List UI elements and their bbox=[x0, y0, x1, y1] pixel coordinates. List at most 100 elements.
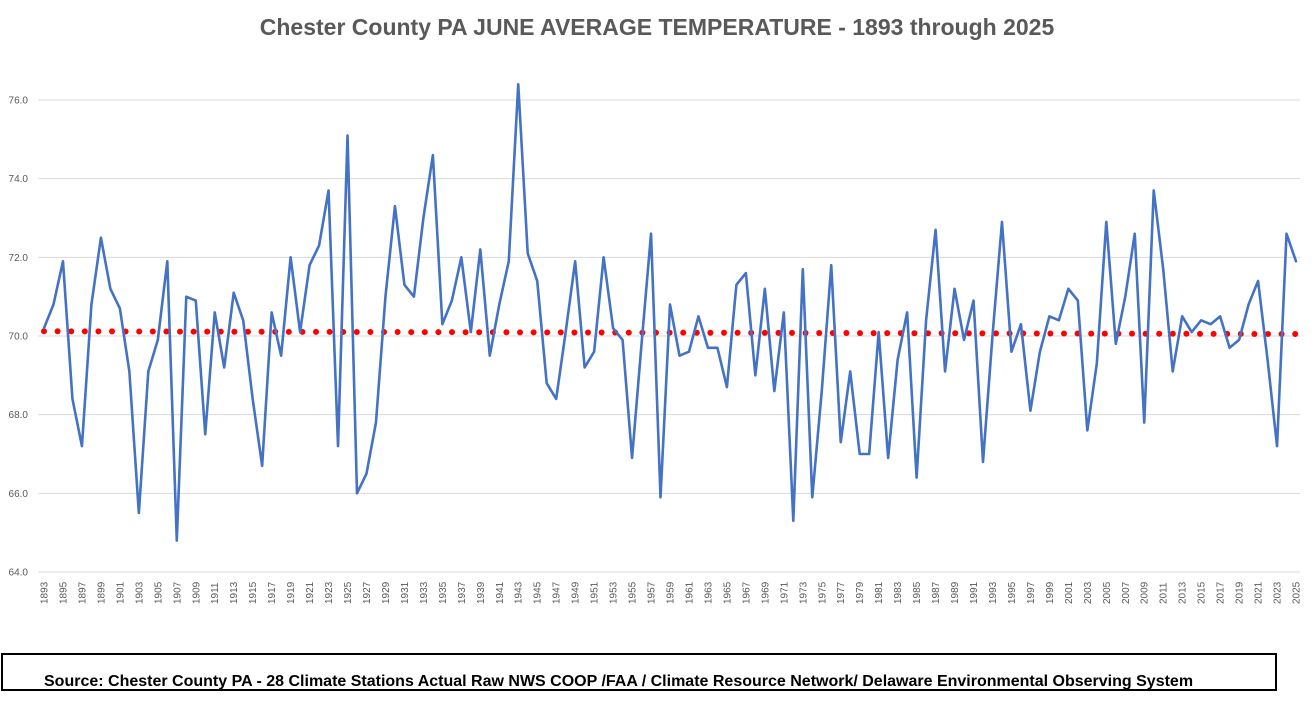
trend-dot bbox=[109, 328, 115, 335]
trend-dot bbox=[993, 330, 999, 337]
x-tick-label: 1929 bbox=[381, 581, 392, 604]
data-point bbox=[157, 339, 159, 341]
trend-dot bbox=[149, 328, 156, 335]
data-point bbox=[726, 386, 728, 388]
data-point bbox=[489, 354, 491, 356]
x-tick-label: 1911 bbox=[210, 582, 221, 604]
data-point bbox=[394, 205, 396, 207]
x-tick-label: 2007 bbox=[1121, 581, 1132, 604]
trend-dot bbox=[707, 329, 714, 336]
x-tick-label: 1897 bbox=[77, 581, 88, 604]
trend-dot bbox=[843, 330, 850, 337]
data-point bbox=[356, 492, 358, 494]
trend-dot bbox=[41, 328, 47, 335]
trend-dot bbox=[1047, 330, 1054, 337]
x-tick-label: 1919 bbox=[286, 581, 297, 604]
data-point bbox=[441, 323, 443, 325]
data-point bbox=[223, 366, 225, 368]
trend-dot bbox=[884, 330, 891, 337]
trend-dot bbox=[1088, 330, 1095, 337]
trend-dot bbox=[476, 329, 483, 336]
data-point bbox=[593, 351, 595, 353]
data-point bbox=[1029, 410, 1031, 412]
x-tick-label: 1973 bbox=[798, 581, 809, 604]
data-point bbox=[764, 288, 766, 290]
data-point bbox=[214, 311, 216, 313]
data-point bbox=[119, 307, 121, 309]
data-point bbox=[185, 295, 187, 297]
data-point bbox=[498, 303, 500, 305]
x-tick-label: 1903 bbox=[134, 581, 145, 604]
data-point bbox=[849, 370, 851, 372]
x-tick-label: 1909 bbox=[191, 581, 202, 604]
trend-dot bbox=[598, 329, 605, 336]
trend-dot bbox=[1156, 330, 1163, 337]
x-tick-label: 1943 bbox=[514, 581, 525, 604]
trend-dot bbox=[1265, 330, 1271, 337]
data-point bbox=[1115, 343, 1117, 345]
data-point bbox=[745, 272, 747, 274]
data-point bbox=[1209, 323, 1211, 325]
data-point bbox=[470, 331, 472, 333]
data-point bbox=[422, 217, 424, 219]
temperature-series-line bbox=[42, 82, 1298, 542]
trend-dot bbox=[734, 329, 741, 336]
data-point bbox=[1058, 319, 1060, 321]
trend-dot bbox=[449, 329, 455, 336]
x-tick-label: 1925 bbox=[343, 581, 354, 604]
data-point bbox=[1153, 189, 1155, 191]
trend-dot bbox=[421, 329, 428, 336]
x-tick-label: 2001 bbox=[1064, 581, 1075, 604]
data-point bbox=[460, 256, 462, 258]
data-point bbox=[1010, 351, 1012, 353]
x-tick-label: 1953 bbox=[609, 581, 620, 604]
data-point bbox=[270, 311, 272, 313]
x-tick-label: 1971 bbox=[779, 581, 790, 604]
data-point bbox=[991, 335, 993, 337]
x-tick-label: 1907 bbox=[172, 581, 183, 604]
data-point bbox=[280, 354, 282, 356]
data-point bbox=[564, 331, 566, 333]
x-tick-label: 1969 bbox=[760, 581, 771, 604]
x-tick-label: 1993 bbox=[988, 581, 999, 604]
trend-dot bbox=[952, 330, 959, 337]
data-point bbox=[1238, 339, 1240, 341]
data-point bbox=[659, 496, 661, 498]
data-point bbox=[1124, 295, 1126, 297]
trend-dot bbox=[911, 330, 918, 337]
data-point bbox=[204, 433, 206, 435]
trend-dot bbox=[1101, 330, 1108, 337]
data-point bbox=[906, 311, 908, 313]
x-tick-label: 2025 bbox=[1292, 581, 1303, 604]
x-tick-label: 1965 bbox=[722, 581, 733, 604]
x-tick-label: 1949 bbox=[571, 581, 582, 604]
y-tick-label: 76.0 bbox=[9, 96, 29, 107]
trend-dot bbox=[1197, 330, 1203, 337]
trend-dot bbox=[625, 329, 632, 336]
data-point bbox=[1134, 233, 1136, 235]
x-tick-label: 1921 bbox=[305, 581, 316, 604]
data-point bbox=[375, 421, 377, 423]
data-point bbox=[1162, 268, 1164, 270]
data-point bbox=[621, 339, 623, 341]
data-point bbox=[337, 445, 339, 447]
trend-dot bbox=[1251, 330, 1258, 337]
data-point bbox=[195, 299, 197, 301]
data-point bbox=[1096, 362, 1098, 364]
data-point bbox=[1257, 280, 1259, 282]
x-tick-label: 1951 bbox=[590, 581, 601, 604]
data-point bbox=[716, 347, 718, 349]
x-tick-label: 1933 bbox=[419, 581, 430, 604]
x-tick-label: 1985 bbox=[912, 581, 923, 604]
data-point bbox=[166, 260, 168, 262]
data-point bbox=[925, 319, 927, 321]
data-point bbox=[147, 370, 149, 372]
data-point bbox=[527, 252, 529, 254]
data-point bbox=[972, 299, 974, 301]
trend-dot bbox=[408, 329, 415, 336]
data-point bbox=[792, 520, 794, 522]
trend-dot bbox=[1169, 330, 1176, 337]
trend-dot bbox=[1129, 330, 1135, 337]
x-tick-label: 1899 bbox=[96, 581, 107, 604]
data-point bbox=[403, 284, 405, 286]
